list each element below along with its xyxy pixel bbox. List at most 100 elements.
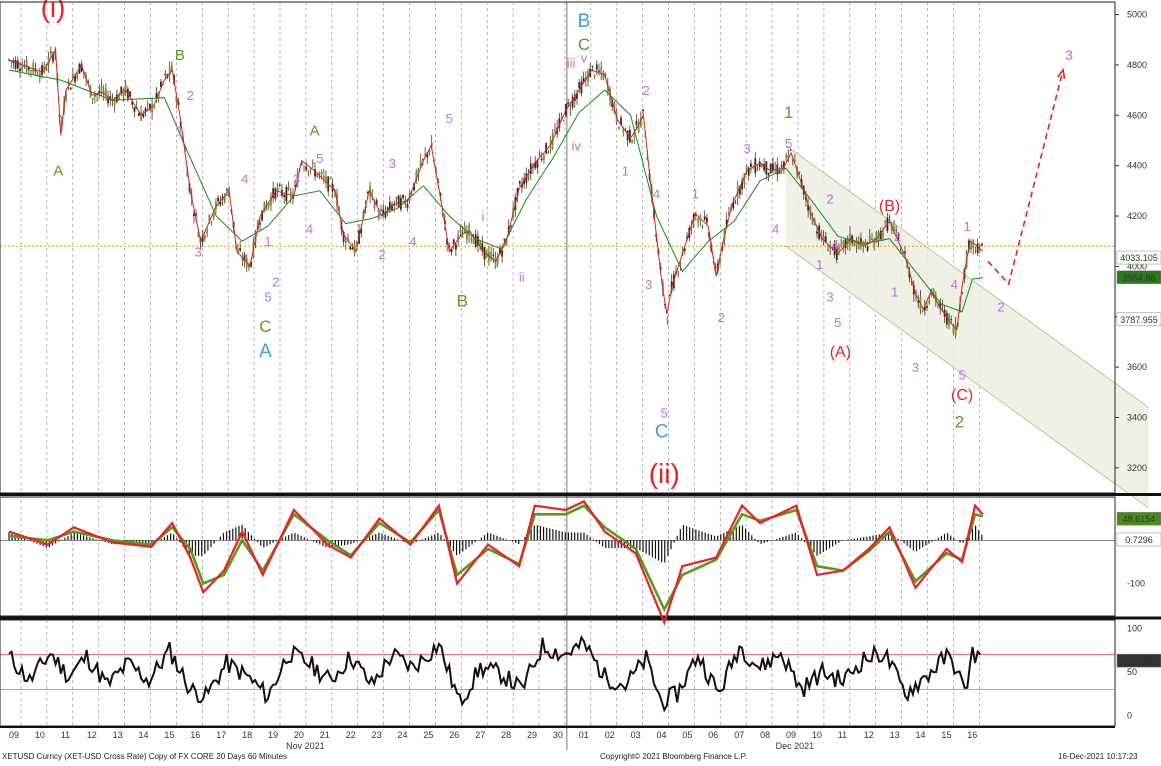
candle-body (820, 232, 823, 238)
candle-body (567, 102, 570, 105)
candle-body (300, 162, 303, 165)
candle-body (226, 189, 228, 191)
y-tick-label: 4000 (1127, 261, 1147, 271)
projection-arrowhead (1057, 67, 1066, 80)
candle-body (466, 230, 468, 240)
wave-label: 5 (316, 151, 323, 166)
wave-label: iv (572, 139, 582, 154)
x-tick-label: 25 (423, 730, 433, 740)
candle-body (580, 81, 583, 94)
candle-body (576, 93, 578, 99)
candle-body (186, 169, 189, 177)
candle-body (329, 178, 332, 180)
candle-body (496, 256, 499, 264)
candle-body (846, 238, 849, 245)
macd-hist-badge-bg (1116, 532, 1161, 547)
candle-body (316, 173, 319, 178)
candle-body (569, 108, 572, 109)
candle-body (816, 231, 818, 234)
wave-label: 2 (378, 247, 385, 262)
candle-body (120, 86, 123, 94)
candle-body (148, 103, 151, 110)
candle-body (833, 243, 836, 255)
candle-body (923, 306, 926, 311)
wave-label: 3 (194, 244, 201, 259)
candle-body (410, 194, 413, 195)
candle-body (193, 213, 195, 216)
x-tick-label: 10 (812, 730, 822, 740)
candle-body (952, 325, 955, 334)
candle-body (824, 236, 827, 243)
wave-label: v (581, 50, 588, 65)
candle-body (521, 183, 523, 188)
candle-body (611, 99, 614, 107)
candle-body (452, 239, 455, 244)
wave-label: 1 (622, 164, 629, 179)
candle-body (745, 165, 748, 171)
candle-body (137, 113, 140, 116)
candle-body (131, 101, 134, 105)
gridlines (20, 2, 980, 750)
candle-body (646, 157, 649, 161)
x-tick-label: 23 (372, 730, 382, 740)
candle-body (424, 153, 426, 155)
x-tick-label: 20 (294, 730, 304, 740)
candle-body (210, 221, 213, 223)
candle-body (393, 204, 396, 206)
wave-label: 1 (176, 123, 183, 138)
candle-body (534, 162, 537, 169)
candle-body (501, 250, 504, 257)
candle-body (917, 301, 920, 303)
candle-body (217, 197, 220, 202)
x-tick-label: 28 (501, 730, 511, 740)
candle-body (666, 319, 669, 320)
candle-body (366, 191, 369, 194)
candle-body (725, 219, 728, 228)
candle-body (164, 73, 167, 76)
candle-body (8, 58, 10, 61)
candle-body (201, 235, 204, 242)
candle-body (391, 204, 393, 210)
rsi-y-tick-label: 50 (1127, 667, 1137, 677)
y-tick-label: 3200 (1127, 463, 1147, 473)
candle-body (461, 233, 464, 238)
candle-body (104, 87, 107, 95)
wave-label: 3 (912, 360, 919, 375)
wave-label: 4 (832, 237, 839, 252)
macd-line (8, 499, 984, 626)
candle-body (353, 242, 356, 254)
candle-body (582, 78, 585, 82)
candle-body (171, 64, 173, 72)
candle-body (505, 238, 508, 246)
x-tick-label: 09 (786, 730, 796, 740)
wave-label: 4 (772, 222, 779, 237)
candle-body (879, 230, 882, 240)
candle-body (633, 135, 636, 137)
wave-label: 1 (816, 257, 823, 272)
candle-body (492, 254, 495, 256)
candle-body (893, 226, 895, 232)
candle-body (593, 75, 596, 77)
candle-body (787, 154, 790, 159)
candle-body (142, 113, 145, 117)
ma-value-badge-bg (1116, 270, 1161, 285)
candle-body (926, 305, 928, 308)
candle-body (388, 201, 391, 210)
candle-body (144, 108, 147, 113)
footer-security-description: XETUSD Curncy (XET-USD Cross Rate) Copy … (2, 752, 287, 761)
candle-body (437, 178, 440, 184)
rsi-line (8, 634, 982, 713)
candle-body (457, 234, 460, 240)
price-line (8, 48, 984, 331)
candle-body (472, 238, 475, 244)
candle-body (19, 68, 21, 71)
candle-body (265, 204, 268, 210)
macd-value-badge: 48.6154 (1123, 514, 1156, 524)
wave-label: A (53, 163, 63, 180)
candle-body (133, 107, 136, 112)
x-tick-label: 19 (268, 730, 278, 740)
wave-label: 1 (692, 186, 699, 201)
x-tick-label: 05 (682, 730, 692, 740)
candle-body (769, 163, 772, 174)
